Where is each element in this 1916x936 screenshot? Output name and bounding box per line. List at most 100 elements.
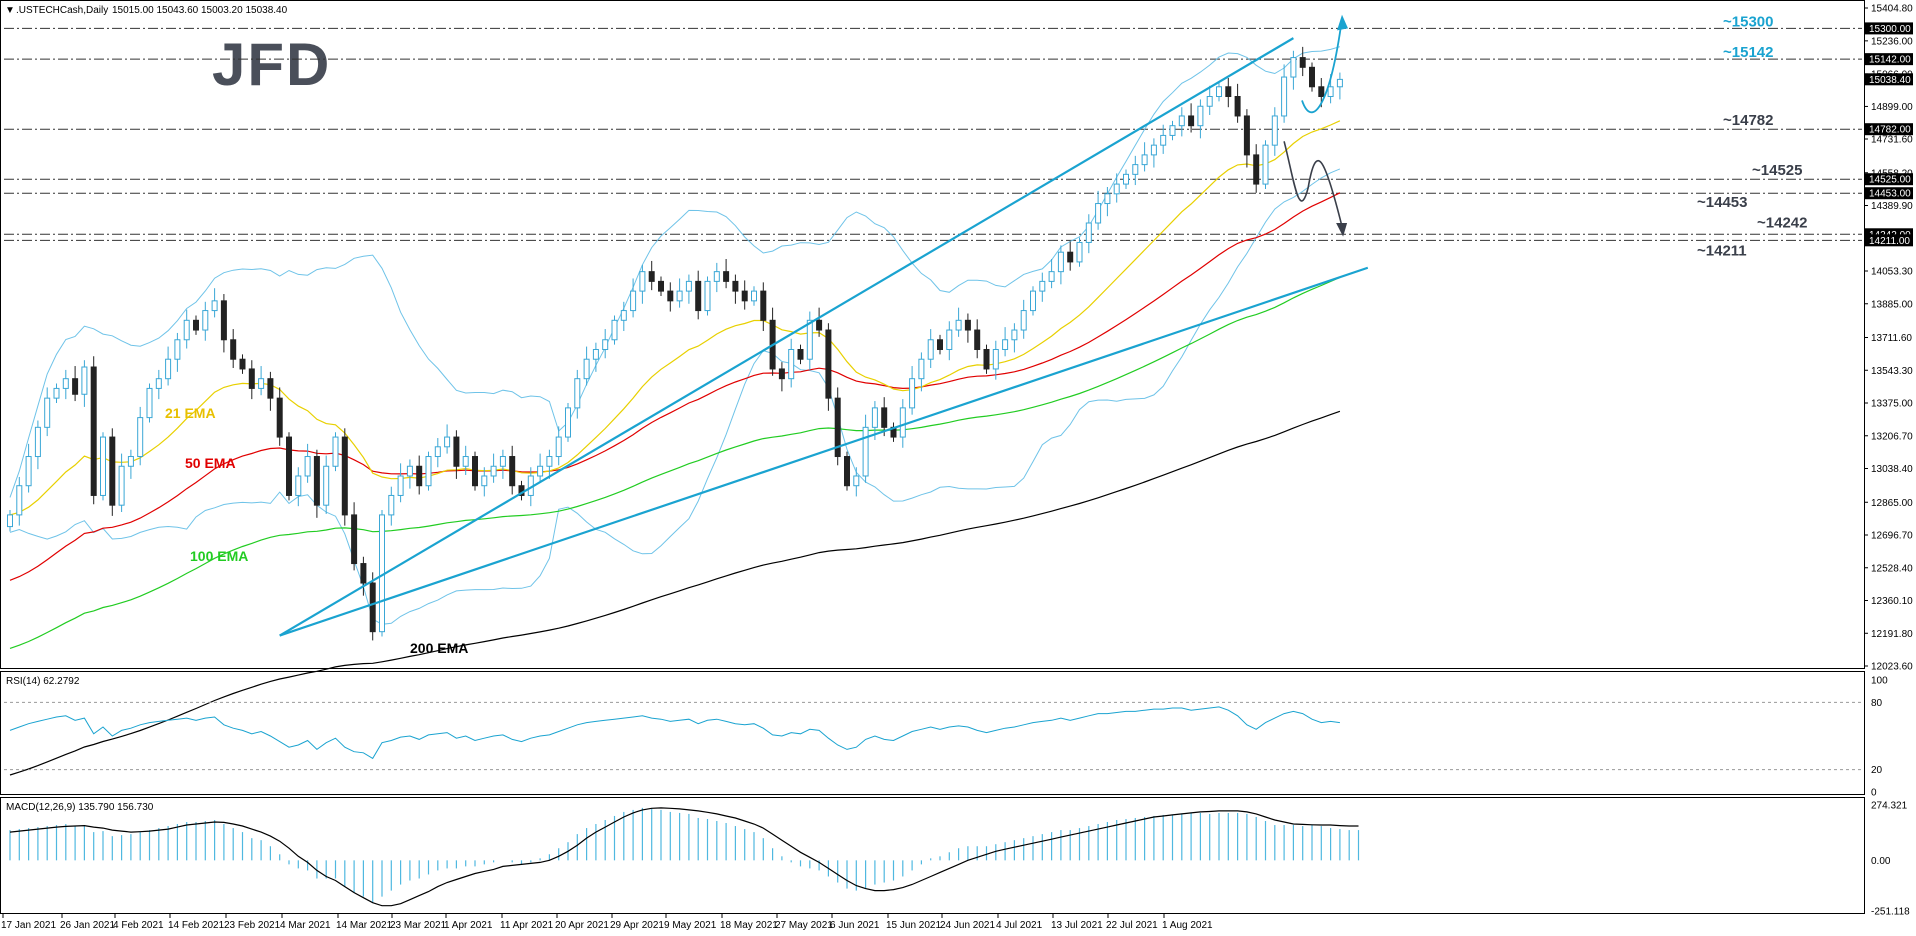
candle-body-0 <box>7 514 13 528</box>
candle-body-79 <box>741 290 748 302</box>
macd-signal-line <box>9 807 1359 907</box>
bollinger-lower <box>9 168 1341 625</box>
candle-body-2 <box>25 456 32 487</box>
price-box-4 <box>1865 173 1913 186</box>
candle-body-143 <box>1336 78 1343 88</box>
candle-body-22 <box>211 300 218 312</box>
candle-body-115 <box>1076 241 1083 263</box>
candle-body-15 <box>146 387 153 419</box>
price-box-label-2: 15038.40 <box>1869 75 1911 86</box>
time-tick-label-21: 1 Aug 2021 <box>1162 920 1213 931</box>
candle-body-49 <box>462 456 469 467</box>
candle-body-83 <box>778 368 785 380</box>
ema-label-0: 21 EMA <box>165 405 216 421</box>
price-boxes: 15300.00 15142.00 15038.40 14782.00 14525.00… <box>1865 22 1913 247</box>
candle-body-50 <box>472 456 478 487</box>
main-pane-frame <box>0 0 1865 669</box>
candle-body-126 <box>1178 115 1185 127</box>
trend-line-shallow <box>279 266 1369 637</box>
candle-body-105 <box>983 348 990 370</box>
candle-body-90 <box>844 456 850 487</box>
candle-body-129 <box>1206 96 1213 107</box>
candle-body-116 <box>1085 222 1092 243</box>
candle-body-85 <box>797 348 804 360</box>
time-tick-label-4: 23 Feb 2021 <box>224 920 281 931</box>
candle-body-112 <box>1048 271 1055 282</box>
candle-body-14 <box>137 417 144 458</box>
candle-body-28 <box>267 378 274 399</box>
candle-body-86 <box>806 319 813 360</box>
time-tick-label-14: 27 May 2021 <box>775 920 833 931</box>
candle-body-71 <box>667 290 674 302</box>
trend-lines <box>279 37 1369 637</box>
candle-body-111 <box>1039 280 1046 292</box>
candle-body-120 <box>1123 173 1129 185</box>
candle-body-65 <box>611 319 618 341</box>
candle-body-37 <box>351 514 358 565</box>
candle-body-16 <box>155 378 162 389</box>
candle-body-53 <box>499 456 506 467</box>
candle-body-109 <box>1020 310 1027 331</box>
time-tick-label-16: 15 Jun 2021 <box>886 920 941 931</box>
price-box-0 <box>1865 22 1913 35</box>
candle-body-131 <box>1225 86 1232 98</box>
level-label-6: ~14211 <box>1697 242 1747 259</box>
candle-body-130 <box>1216 86 1222 98</box>
bearish-arrow <box>1283 141 1343 228</box>
candle-body-8 <box>81 366 88 395</box>
candle-body-30 <box>286 436 292 496</box>
candle-body-6 <box>62 378 69 389</box>
macd-indicator: 274.321 0.00 -251.118 <box>9 801 1910 918</box>
candle-body-31 <box>295 475 302 496</box>
candle-body-141 <box>1318 86 1325 98</box>
candle-body-48 <box>453 436 460 467</box>
candle-body-72 <box>676 290 683 302</box>
price-tick-label-0: 15404.80 <box>1871 4 1913 15</box>
candle-body-137 <box>1281 76 1288 117</box>
candle-body-122 <box>1141 154 1148 166</box>
candle-body-18 <box>174 339 181 360</box>
level-label-3: ~14525 <box>1752 162 1802 179</box>
candle-body-3 <box>34 426 41 458</box>
candle-body-41 <box>388 494 395 516</box>
rsi-tick-label-0: 100 <box>1871 676 1888 687</box>
macd-tick-label-1: 0.00 <box>1871 856 1891 867</box>
bollinger-upper <box>9 46 1341 498</box>
candle-body-34 <box>323 465 330 506</box>
candle-body-12 <box>118 465 125 506</box>
candle-body-132 <box>1234 96 1241 117</box>
candle-body-32 <box>304 456 311 477</box>
time-tick-label-3: 14 Feb 2021 <box>168 920 225 931</box>
ema-label-1: 50 EMA <box>185 455 236 471</box>
candle-body-118 <box>1104 193 1111 205</box>
candle-body-133 <box>1243 115 1250 156</box>
candle-body-76 <box>713 271 720 282</box>
candle-body-47 <box>444 436 451 448</box>
header-arrow-icon[interactable]: ▼ <box>5 5 15 16</box>
candle-body-136 <box>1271 115 1278 146</box>
rsi-pane-frame <box>0 671 1865 795</box>
candle-body-114 <box>1067 251 1074 263</box>
candle-body-4 <box>44 397 51 428</box>
time-tick-label-12: 9 May 2021 <box>664 920 717 931</box>
candle-body-80 <box>751 290 757 302</box>
time-tick-label-5: 4 Mar 2021 <box>280 920 331 931</box>
candle-body-27 <box>258 378 265 389</box>
candle-body-51 <box>481 475 488 487</box>
candle-body-46 <box>434 446 441 458</box>
price-box-label-7: 14211.00 <box>1869 236 1910 247</box>
candle-body-101 <box>946 329 953 350</box>
scenario-arrows <box>1283 14 1348 237</box>
candle-body-44 <box>416 465 423 487</box>
price-tick-label-16: 12696.70 <box>1871 531 1913 542</box>
candle-body-67 <box>630 290 637 312</box>
symbol-label: .USTECHCash,Daily <box>16 5 108 16</box>
candle-body-17 <box>165 358 172 380</box>
price-box-2 <box>1865 73 1913 86</box>
candle-body-97 <box>909 378 916 409</box>
level-label-0: ~15300 <box>1723 13 1773 30</box>
candle-body-134 <box>1253 154 1260 185</box>
candle-body-21 <box>202 310 209 331</box>
candle-body-93 <box>871 407 878 428</box>
